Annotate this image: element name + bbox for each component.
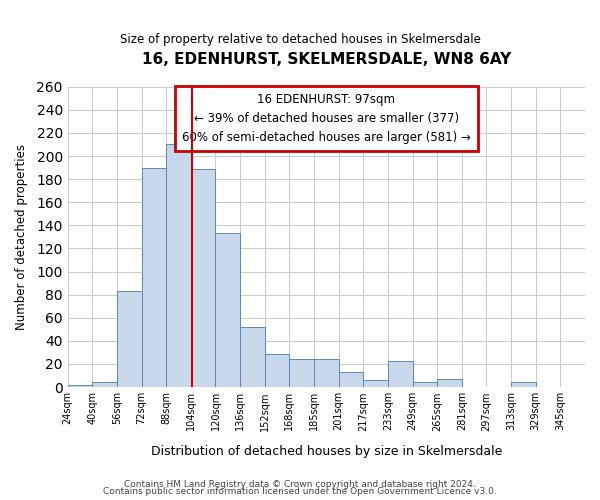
- Y-axis label: Number of detached properties: Number of detached properties: [15, 144, 28, 330]
- Bar: [363, 380, 388, 387]
- Bar: [511, 382, 536, 387]
- Bar: [117, 291, 142, 387]
- X-axis label: Distribution of detached houses by size in Skelmersdale: Distribution of detached houses by size …: [151, 444, 502, 458]
- Text: 16 EDENHURST: 97sqm
← 39% of detached houses are smaller (377)
60% of semi-detac: 16 EDENHURST: 97sqm ← 39% of detached ho…: [182, 92, 471, 144]
- Title: 16, EDENHURST, SKELMERSDALE, WN8 6AY: 16, EDENHURST, SKELMERSDALE, WN8 6AY: [142, 52, 511, 68]
- Bar: [338, 372, 363, 387]
- Bar: [166, 144, 191, 387]
- Bar: [388, 360, 413, 387]
- Bar: [191, 168, 215, 387]
- Bar: [289, 360, 314, 387]
- Bar: [265, 354, 289, 387]
- Bar: [437, 379, 462, 387]
- Bar: [215, 234, 240, 387]
- Bar: [68, 385, 92, 387]
- Bar: [314, 360, 338, 387]
- Text: Size of property relative to detached houses in Skelmersdale: Size of property relative to detached ho…: [119, 32, 481, 46]
- Text: Contains public sector information licensed under the Open Government Licence v3: Contains public sector information licen…: [103, 487, 497, 496]
- Bar: [413, 382, 437, 387]
- Bar: [240, 327, 265, 387]
- Text: Contains HM Land Registry data © Crown copyright and database right 2024.: Contains HM Land Registry data © Crown c…: [124, 480, 476, 489]
- Bar: [92, 382, 117, 387]
- Bar: [142, 168, 166, 387]
